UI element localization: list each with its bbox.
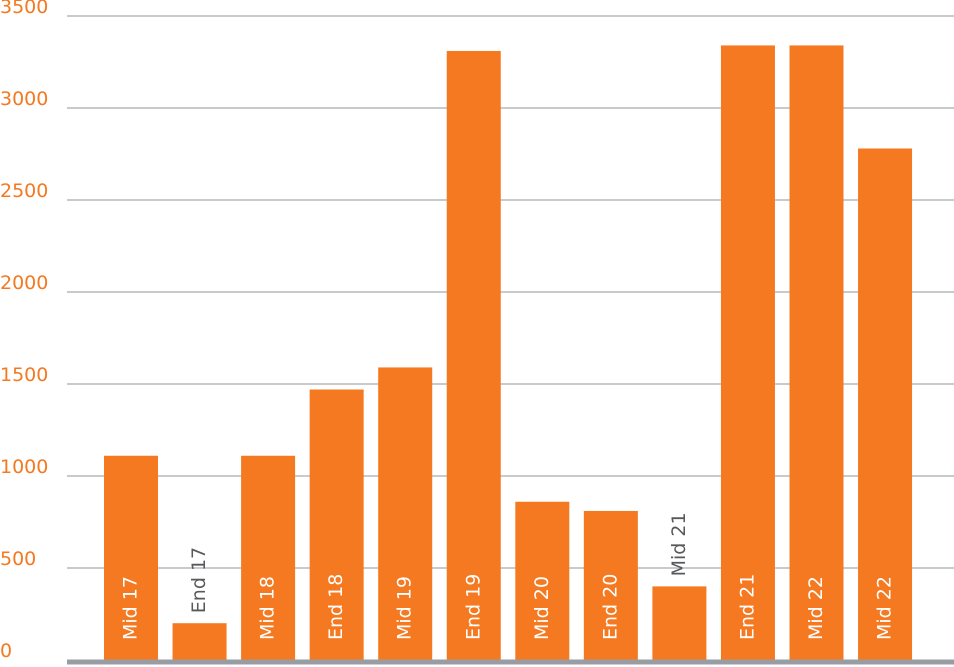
bars bbox=[104, 45, 913, 661]
bar bbox=[241, 455, 296, 660]
bar-label: End 19 bbox=[462, 574, 484, 640]
y-tick-label: 1500 bbox=[0, 364, 48, 386]
y-tick-label: 500 bbox=[0, 548, 36, 570]
bar-label: End 18 bbox=[325, 574, 347, 640]
bar bbox=[172, 623, 227, 660]
y-tick-label: 1000 bbox=[0, 456, 48, 478]
bar bbox=[583, 510, 638, 660]
y-tick-label: 3000 bbox=[0, 88, 48, 110]
bar-label: End 17 bbox=[188, 547, 210, 613]
y-tick-label: 2500 bbox=[0, 180, 48, 202]
bar bbox=[378, 367, 433, 660]
bar-label: End 20 bbox=[599, 574, 621, 640]
bar-label: Mid 22 bbox=[874, 576, 896, 640]
bar-label: Mid 21 bbox=[668, 512, 690, 576]
bar bbox=[515, 501, 570, 660]
y-tick-label: 3500 bbox=[0, 0, 48, 18]
bar-label: Mid 17 bbox=[120, 576, 142, 640]
bar bbox=[858, 148, 913, 661]
bar-labels: Mid 17 End 17 Mid 18 End 18 Mid 19 End 19 Mid … bbox=[120, 512, 896, 640]
bar-label: End 21 bbox=[736, 574, 758, 640]
bar bbox=[720, 45, 775, 660]
bar bbox=[446, 50, 501, 660]
y-axis-tick-labels: 0 500 1000 1500 2000 2500 3000 3500 bbox=[0, 0, 48, 662]
bar bbox=[104, 455, 158, 660]
bar-label: Mid 22 bbox=[805, 576, 827, 640]
y-tick-label: 0 bbox=[0, 640, 12, 662]
bar-label: Mid 19 bbox=[394, 576, 416, 640]
bar bbox=[309, 389, 364, 660]
bar-label: Mid 18 bbox=[257, 576, 279, 640]
y-tick-label: 2000 bbox=[0, 272, 48, 294]
gridlines bbox=[67, 15, 954, 569]
bar-label: Mid 20 bbox=[531, 576, 553, 640]
bar bbox=[789, 45, 844, 660]
bar bbox=[652, 586, 707, 660]
